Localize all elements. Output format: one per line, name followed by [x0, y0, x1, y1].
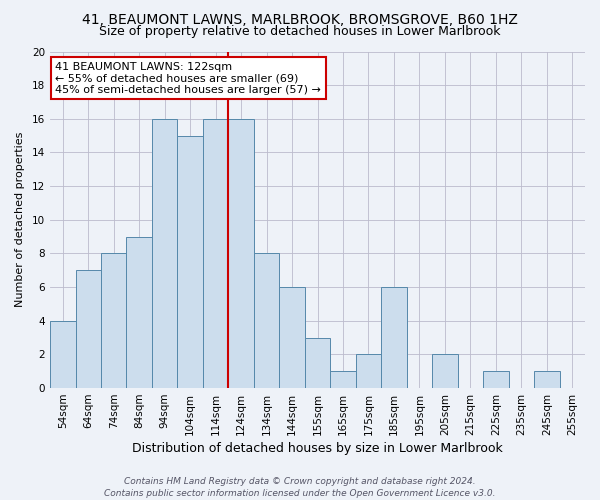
Bar: [305, 338, 330, 388]
Text: Size of property relative to detached houses in Lower Marlbrook: Size of property relative to detached ho…: [99, 25, 501, 38]
Bar: [152, 119, 178, 388]
Bar: [534, 371, 560, 388]
Bar: [229, 119, 254, 388]
Bar: [50, 321, 76, 388]
Y-axis label: Number of detached properties: Number of detached properties: [15, 132, 25, 308]
Bar: [356, 354, 381, 388]
Bar: [178, 136, 203, 388]
X-axis label: Distribution of detached houses by size in Lower Marlbrook: Distribution of detached houses by size …: [132, 442, 503, 455]
Text: Contains HM Land Registry data © Crown copyright and database right 2024.
Contai: Contains HM Land Registry data © Crown c…: [104, 476, 496, 498]
Bar: [483, 371, 509, 388]
Bar: [381, 287, 407, 388]
Bar: [254, 254, 280, 388]
Bar: [432, 354, 458, 388]
Bar: [203, 119, 229, 388]
Text: 41, BEAUMONT LAWNS, MARLBROOK, BROMSGROVE, B60 1HZ: 41, BEAUMONT LAWNS, MARLBROOK, BROMSGROV…: [82, 12, 518, 26]
Bar: [76, 270, 101, 388]
Text: 41 BEAUMONT LAWNS: 122sqm
← 55% of detached houses are smaller (69)
45% of semi-: 41 BEAUMONT LAWNS: 122sqm ← 55% of detac…: [55, 62, 321, 95]
Bar: [330, 371, 356, 388]
Bar: [127, 236, 152, 388]
Bar: [101, 254, 127, 388]
Bar: [280, 287, 305, 388]
